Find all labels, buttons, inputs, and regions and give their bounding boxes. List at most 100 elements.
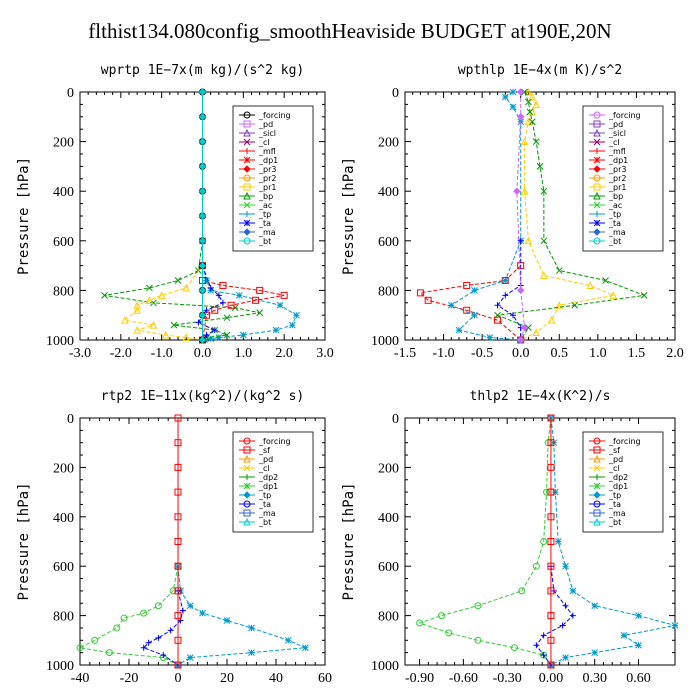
data-point [547,513,555,521]
x-tick-label: 40 [269,671,283,686]
x-tick-label: 0.0 [194,346,212,361]
series-line [418,417,552,666]
x-tick-label: 0 [175,671,182,686]
legend-marker [243,156,251,164]
legend-label: _pr1 [608,183,626,192]
data-point [198,187,207,195]
legend-label: _ma [608,509,626,518]
data-point [239,331,247,339]
legend-label: _bt [258,518,271,527]
x-tick-label: -0.30 [493,671,522,686]
legend-label: _dp2 [608,473,628,482]
data-point [416,619,424,627]
series-bp [101,237,264,344]
figure-title: flthist134.080config_smoothHeaviside BUD… [88,19,611,43]
series-line [516,92,526,341]
data-point [198,88,207,96]
data-point [203,307,210,314]
data-point [517,286,525,295]
data-point [474,636,482,644]
legend-marker [243,517,251,526]
data-point [555,267,563,274]
legend-marker [243,228,251,236]
data-point [540,538,548,545]
legend-marker [243,500,251,508]
legend-marker [243,219,251,227]
data-point [248,624,255,632]
legend-label: _sicl [608,129,626,138]
data-point [620,632,628,639]
legend-marker [243,237,251,245]
data-point [494,302,501,309]
data-point [198,261,207,270]
y-tick-label: 1000 [46,659,74,674]
data-point [248,649,255,657]
data-point [517,113,525,121]
series-line [202,240,298,341]
x-tick-label: 20 [220,671,234,686]
legend-marker [594,211,600,217]
legend-box [232,431,314,533]
x-tick-label: 60 [318,671,332,686]
legend-marker [243,491,251,499]
data-point [671,622,679,629]
data-point [547,316,556,324]
legend-label: _pd [608,455,623,464]
x-tick-label: -0.90 [405,671,434,686]
data-point [160,652,167,659]
series-line [104,240,260,341]
legend-label: _ta [258,500,271,509]
legend-marker [243,183,251,191]
legend-label: _ta [258,219,271,228]
legend-marker [593,138,601,146]
panel-title: thlp2 1E−4x(K^2)/s [470,389,611,404]
series-line [197,265,224,341]
y-tick-label: 600 [53,235,74,250]
y-tick-label: 800 [378,284,399,299]
x-tick-label: -3.0 [69,346,91,361]
y-tick-label: 1000 [46,334,74,349]
y-tick-label: 200 [53,136,74,151]
x-tick-label: 3.0 [316,346,334,361]
legend-label: _mfl [258,147,276,156]
data-point [517,336,525,344]
legend-label: _pr1 [258,183,276,192]
data-point [174,463,182,471]
data-point [174,439,182,447]
data-point [524,117,533,126]
data-point [219,281,227,289]
legend-label: _dp2 [258,473,278,482]
series-line [177,566,306,666]
series-pr1 [121,261,207,344]
legend-marker [243,482,251,490]
data-point [543,488,551,496]
data-point [174,636,182,644]
legend-marker [593,165,601,173]
data-point [533,642,540,649]
y-tick-label: 600 [378,235,399,250]
data-point [437,612,445,620]
data-point [174,513,182,521]
data-point [174,562,182,570]
data-point [551,488,559,496]
data-point [416,289,424,297]
data-point [174,612,182,620]
data-point [540,187,548,195]
legend-label: _ta [608,219,621,228]
data-point [140,644,147,651]
legend-marker [243,111,251,119]
data-point [424,296,432,304]
legend: _forcing_sf_pd_cl_dp2_dp1_tp_ta_ma_bt [232,431,314,533]
y-tick-label: 1000 [371,334,399,349]
data-point [231,304,239,312]
legend-marker [593,156,601,164]
legend-marker [243,454,251,463]
data-point [198,137,207,146]
data-point [198,237,207,245]
data-point [198,336,207,344]
data-point [517,88,525,96]
legend-marker [243,174,251,182]
data-point [510,312,516,319]
legend: _forcing_pd_sicl_cl_mfl_dp1_pr3_pr2_pr1_… [232,105,314,252]
x-tick-label: 1.5 [628,346,646,361]
